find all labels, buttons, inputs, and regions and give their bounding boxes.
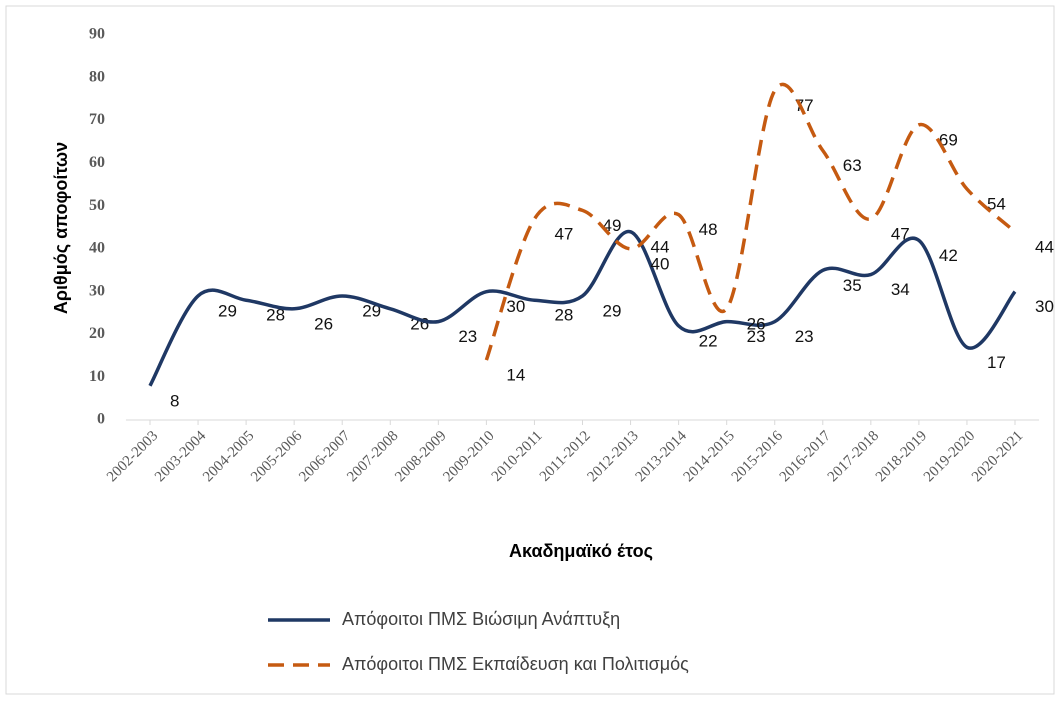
data-label: 40	[651, 254, 670, 273]
data-label: 34	[891, 280, 910, 299]
data-label: 63	[843, 156, 862, 175]
data-label: 14	[506, 366, 525, 385]
data-label: 44	[1035, 237, 1054, 256]
series-line	[484, 82, 1017, 361]
data-label: 69	[939, 130, 958, 149]
data-label: 17	[987, 353, 1006, 372]
y-tick-label: 70	[89, 111, 105, 128]
chart-border	[5, 5, 1055, 695]
data-label: 48	[699, 220, 718, 239]
y-tick-label: 30	[89, 282, 105, 299]
y-tick-label: 90	[89, 26, 105, 43]
data-label: 30	[1035, 297, 1054, 316]
y-tick-label: 0	[97, 411, 105, 428]
data-label: 54	[987, 194, 1006, 213]
legend-label: Απόφοιτοι ΠΜΣ Εκπαίδευση και Πολιτισμός	[342, 654, 689, 674]
y-tick-label: 10	[89, 368, 105, 385]
data-label: 28	[554, 306, 573, 325]
data-label: 47	[554, 224, 573, 243]
data-label: 28	[266, 306, 285, 325]
x-axis-title: Ακαδημαϊκό έτος	[509, 541, 653, 561]
data-label: 47	[891, 224, 910, 243]
data-label: 30	[506, 297, 525, 316]
data-label: 29	[362, 301, 381, 320]
data-label: 22	[699, 331, 718, 350]
data-label: 23	[795, 327, 814, 346]
legend-label: Απόφοιτοι ΠΜΣ Βιώσιμη Ανάπτυξη	[342, 609, 620, 629]
series-line	[148, 230, 1017, 387]
data-label: 29	[218, 301, 237, 320]
y-tick-label: 50	[89, 197, 105, 214]
data-label: 23	[747, 327, 766, 346]
data-label: 26	[314, 314, 333, 333]
y-tick-label: 60	[89, 154, 105, 171]
data-label: 8	[170, 391, 179, 410]
data-label: 44	[651, 237, 670, 256]
y-axis-title: Αριθμός αποφοίτων	[51, 142, 71, 314]
data-label: 23	[458, 327, 477, 346]
y-tick-label: 40	[89, 240, 105, 257]
data-label: 42	[939, 246, 958, 265]
y-tick-label: 20	[89, 325, 105, 342]
data-label: 26	[747, 314, 766, 333]
data-label: 29	[603, 301, 622, 320]
y-tick-label: 80	[89, 68, 105, 85]
data-label: 35	[843, 276, 862, 295]
